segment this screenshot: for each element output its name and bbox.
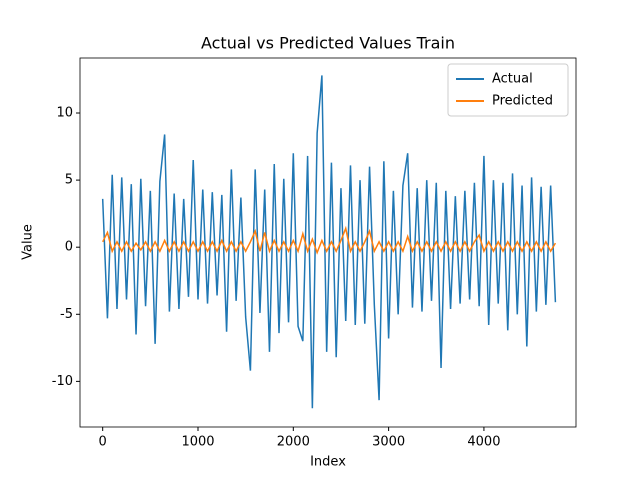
x-tick-label: 4000 <box>467 435 500 450</box>
x-tick-label: 2000 <box>277 435 310 450</box>
series-line <box>101 75 557 409</box>
x-tick-label: 3000 <box>372 435 405 450</box>
y-tick-label: 0 <box>65 240 73 255</box>
chart-title: Actual vs Predicted Values Train <box>201 34 455 53</box>
y-tick-label: 10 <box>56 106 73 121</box>
x-tick-label: 0 <box>99 435 107 450</box>
plot-frame <box>79 57 577 428</box>
series-line <box>102 225 557 255</box>
x-tick-label: 1000 <box>181 435 214 450</box>
legend-box <box>447 63 569 117</box>
legend-label: Predicted <box>492 94 553 109</box>
x-axis-label: Index <box>310 455 346 470</box>
y-axis-label: Value <box>21 224 36 260</box>
y-tick-label: -10 <box>52 374 73 389</box>
legend-label: Actual <box>492 72 533 87</box>
y-tick-label: 5 <box>65 173 73 188</box>
y-tick-label: -5 <box>60 307 73 322</box>
